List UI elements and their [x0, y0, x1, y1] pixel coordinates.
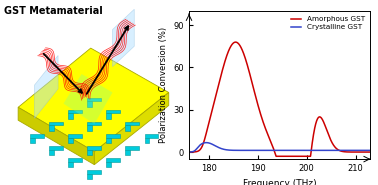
Polygon shape [68, 113, 73, 119]
Text: GST Metamaterial: GST Metamaterial [4, 6, 102, 16]
Amorphous GST [272, 150, 277, 152]
Line: Amorphous GST: Amorphous GST [184, 42, 378, 156]
Polygon shape [94, 92, 169, 165]
Crystalline GST [277, 149, 282, 152]
Polygon shape [68, 137, 73, 143]
Polygon shape [125, 122, 139, 125]
Polygon shape [107, 134, 120, 137]
Polygon shape [68, 158, 82, 162]
Polygon shape [125, 146, 139, 149]
Polygon shape [18, 107, 95, 165]
Crystalline GST [192, 150, 197, 152]
Amorphous GST [274, 155, 279, 157]
Amorphous GST [192, 151, 197, 153]
Polygon shape [125, 149, 130, 155]
Polygon shape [18, 48, 169, 152]
Polygon shape [87, 125, 92, 131]
Polygon shape [68, 162, 73, 167]
Polygon shape [49, 122, 63, 125]
Polygon shape [30, 134, 44, 137]
Polygon shape [64, 74, 113, 124]
Polygon shape [49, 125, 54, 131]
Polygon shape [87, 122, 101, 125]
Crystalline GST [204, 142, 209, 144]
Polygon shape [34, 56, 58, 118]
Amorphous GST [182, 151, 186, 153]
Polygon shape [125, 125, 130, 131]
Polygon shape [87, 98, 101, 101]
Amorphous GST [277, 155, 282, 157]
Polygon shape [87, 149, 92, 155]
X-axis label: Frequency (THz): Frequency (THz) [243, 179, 316, 185]
Polygon shape [107, 158, 120, 162]
Amorphous GST [372, 151, 377, 153]
Polygon shape [87, 174, 92, 179]
Polygon shape [107, 162, 111, 167]
Polygon shape [144, 134, 158, 137]
Polygon shape [144, 137, 149, 143]
Polygon shape [107, 137, 111, 143]
Legend: Amorphous GST, Crystalline GST: Amorphous GST, Crystalline GST [289, 15, 367, 32]
Amorphous GST [336, 149, 341, 151]
Polygon shape [113, 9, 134, 67]
Y-axis label: Polarization Conversion (%): Polarization Conversion (%) [159, 27, 168, 143]
Amorphous GST [233, 41, 238, 43]
Polygon shape [107, 110, 120, 113]
Polygon shape [68, 134, 82, 137]
Line: Crystalline GST: Crystalline GST [184, 143, 378, 152]
Crystalline GST [372, 149, 377, 152]
Polygon shape [30, 137, 35, 143]
Polygon shape [87, 101, 92, 107]
Crystalline GST [272, 149, 277, 152]
Polygon shape [87, 170, 101, 174]
Crystalline GST [336, 149, 341, 152]
Polygon shape [107, 113, 111, 119]
Crystalline GST [372, 149, 377, 152]
Crystalline GST [182, 151, 186, 153]
Polygon shape [49, 149, 54, 155]
Polygon shape [49, 146, 63, 149]
Polygon shape [68, 110, 82, 113]
Amorphous GST [372, 151, 377, 153]
Polygon shape [87, 146, 101, 149]
